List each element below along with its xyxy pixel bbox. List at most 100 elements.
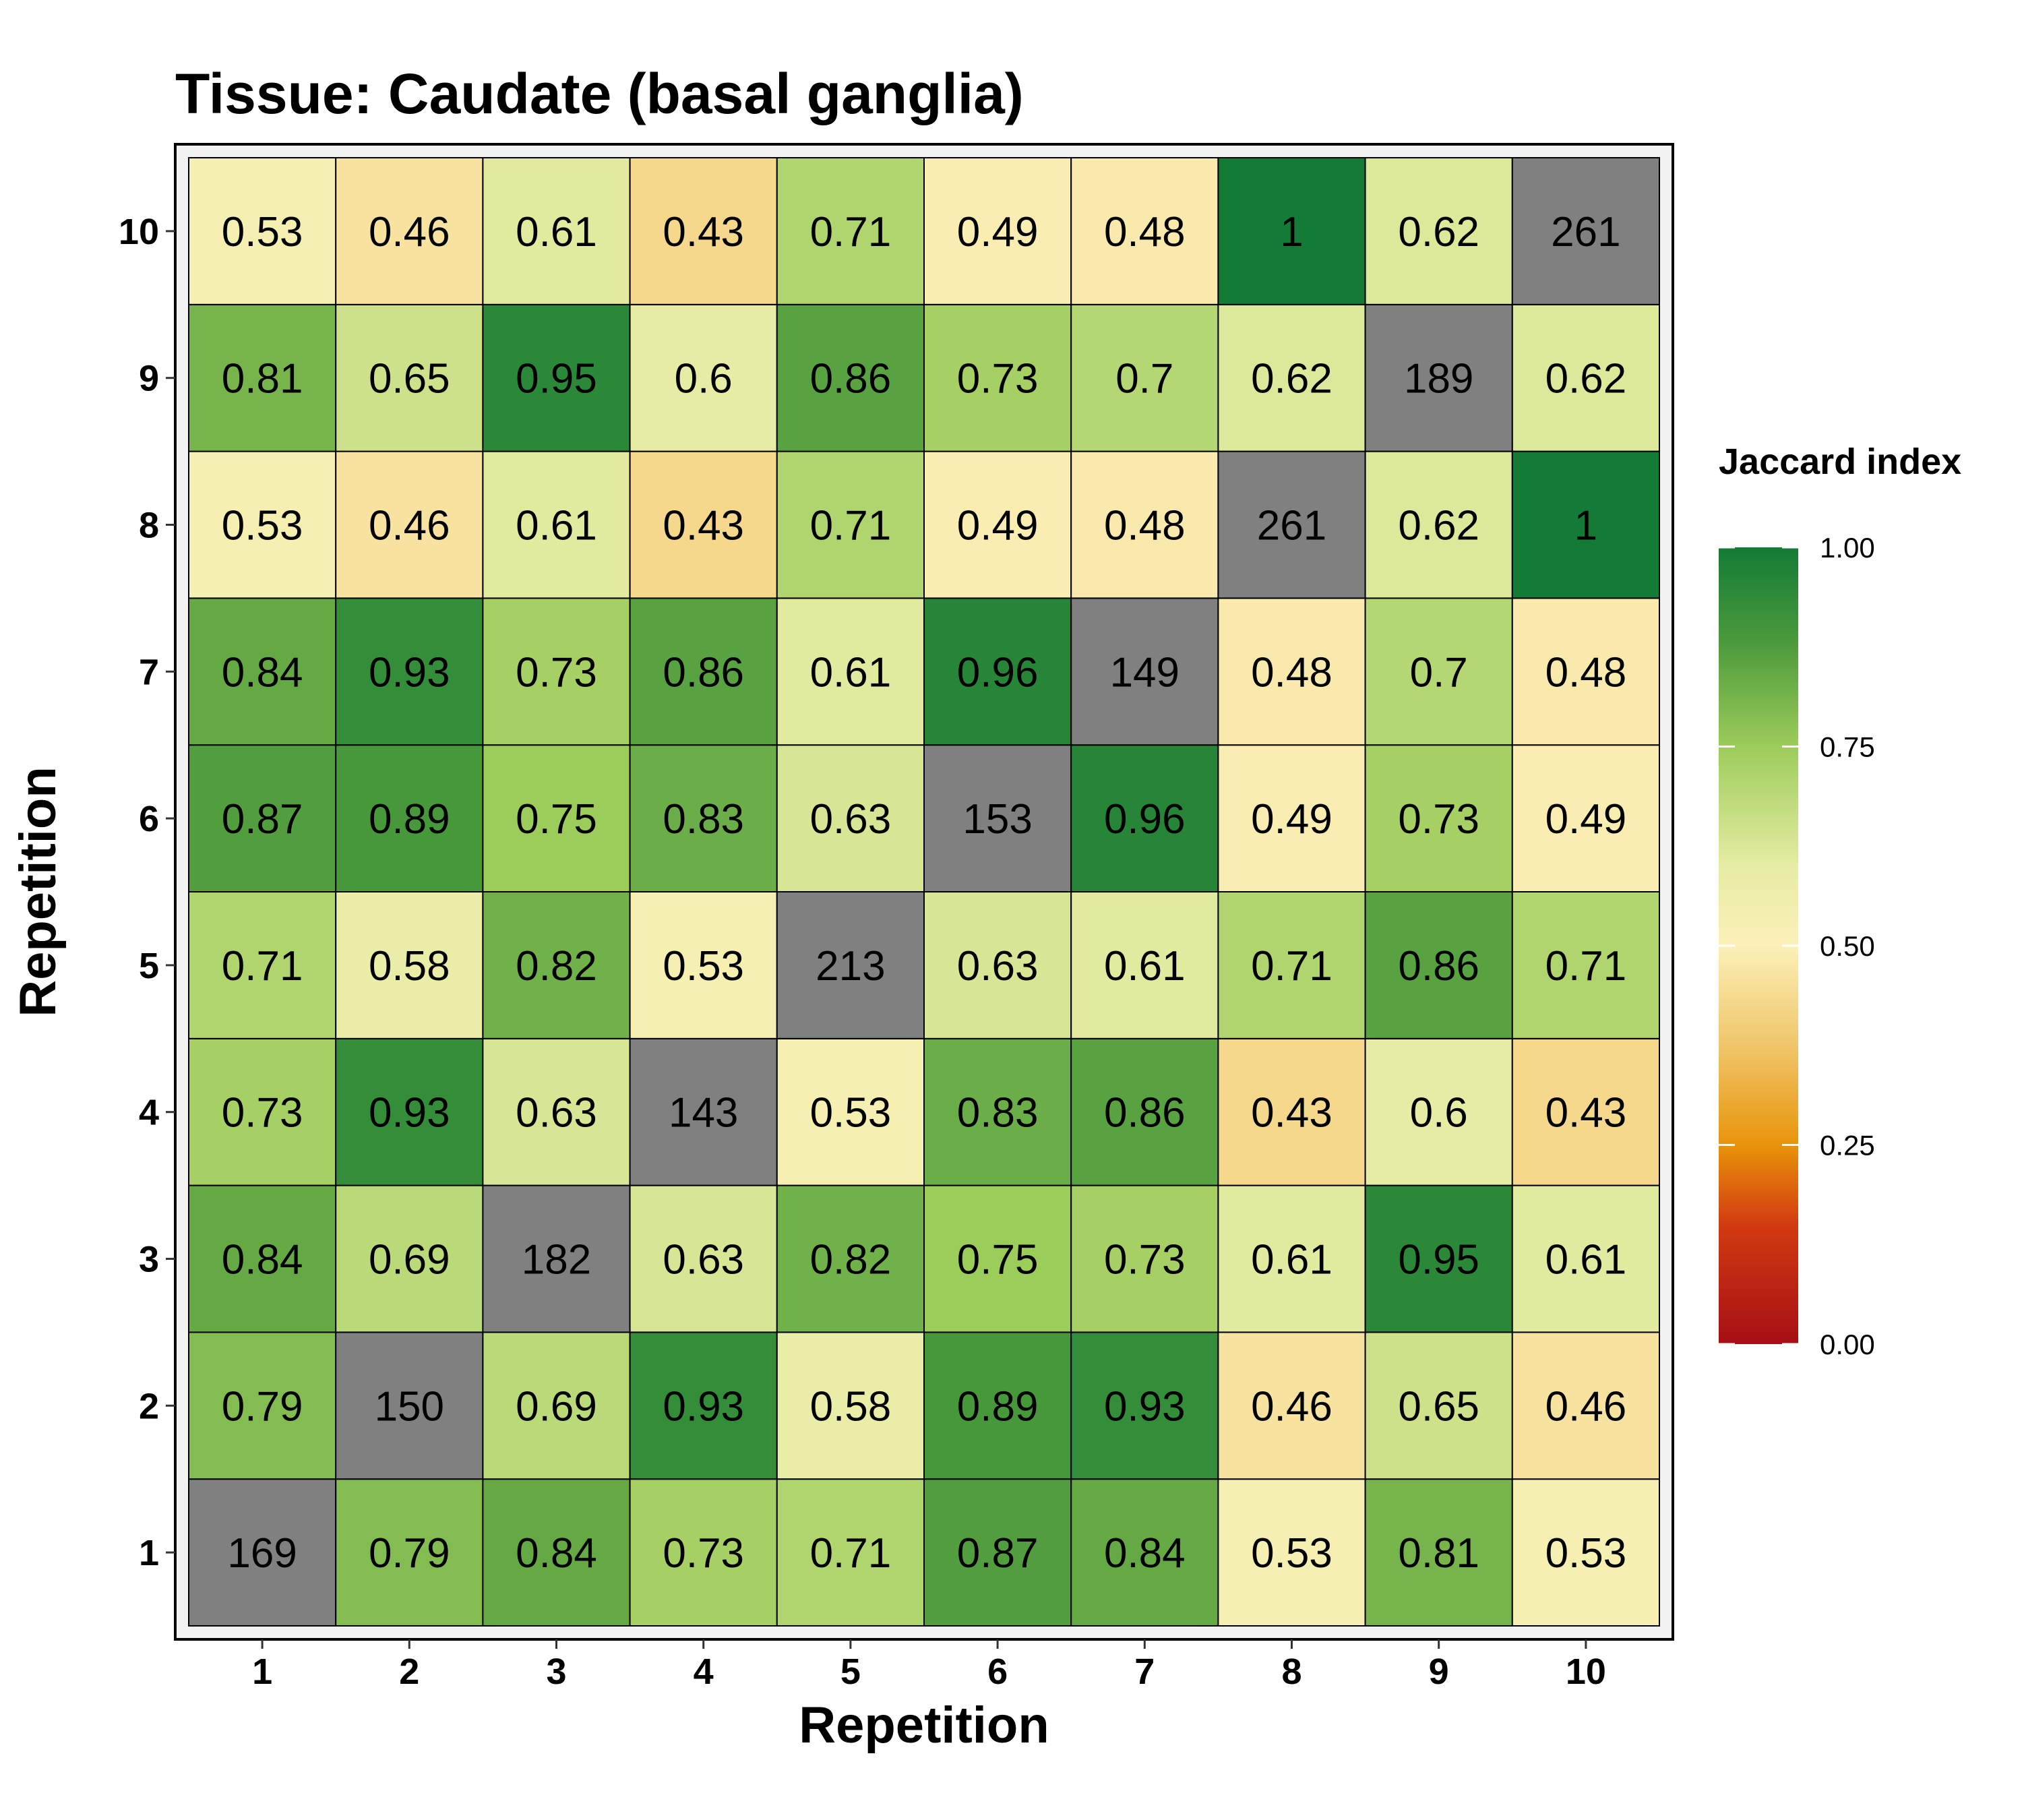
- heatmap-cell: [1070, 1037, 1219, 1186]
- cell-value-label: 0.43: [663, 209, 744, 255]
- heatmap-cell: [482, 157, 631, 305]
- y-tick-label: 10: [119, 212, 159, 252]
- cell-value-label: 0.82: [810, 1237, 892, 1283]
- heatmap-cell: [629, 1037, 778, 1186]
- legend-title: Jaccard index: [1719, 442, 1961, 482]
- heatmap-cell: [1511, 1478, 1661, 1627]
- cell-value-label: 182: [522, 1237, 591, 1283]
- cell-value-label: 0.83: [957, 1090, 1039, 1136]
- cell-value-label: 0.43: [1251, 1090, 1332, 1136]
- heatmap-cell: [1217, 891, 1366, 1039]
- heatmap-cell: [776, 450, 925, 599]
- heatmap-cell: [188, 157, 337, 305]
- cell-value-label: 261: [1551, 209, 1620, 255]
- cell-value-label: 1: [1574, 503, 1597, 549]
- cell-value-label: 0.48: [1545, 649, 1627, 696]
- heatmap-cell: [188, 1478, 337, 1627]
- heatmap-cell: [923, 157, 1072, 305]
- y-axis-title: Repetition: [9, 766, 67, 1017]
- cell-value-label: 0.49: [957, 209, 1039, 255]
- y-axis: 1 2 3 4 5 6 7 8 9 10: [119, 212, 175, 1573]
- heatmap-cell: [1511, 744, 1661, 892]
- cell-value-label: 0.75: [516, 796, 597, 843]
- cell-value-label: 0.61: [810, 649, 892, 696]
- cell-value-label: 0.73: [957, 356, 1039, 402]
- x-tick-label: 6: [987, 1651, 1008, 1692]
- cell-value-label: 0.73: [516, 649, 597, 696]
- heatmap-cell: [1511, 1037, 1661, 1186]
- heatmap-cell: [1070, 303, 1219, 452]
- cell-value-label: 0.84: [516, 1530, 597, 1577]
- cell-value-label: 0.48: [1104, 503, 1186, 549]
- cell-value-label: 0.61: [1545, 1237, 1627, 1283]
- heatmap-cell: [1217, 597, 1366, 746]
- cell-value-label: 0.62: [1398, 503, 1479, 549]
- heatmap-cell: [482, 744, 631, 892]
- cell-value-label: 0.69: [369, 1237, 450, 1283]
- x-axis-title: Repetition: [799, 1697, 1049, 1754]
- heatmap-cell: [1070, 1184, 1219, 1333]
- heatmap-cell: [629, 450, 778, 599]
- cell-value-label: 0.6: [675, 356, 733, 402]
- cell-value-label: 0.53: [810, 1090, 892, 1136]
- cell-value-label: 0.81: [222, 356, 303, 402]
- cell-value-label: 0.71: [222, 943, 303, 990]
- cell-value-label: 0.46: [1545, 1383, 1627, 1430]
- cell-value-label: 213: [816, 943, 885, 990]
- heatmap-cell: [1511, 597, 1661, 746]
- cell-value-label: 0.71: [810, 209, 892, 255]
- heatmap-cell: [1217, 303, 1366, 452]
- heatmap-cell: [1217, 744, 1366, 892]
- cell-value-label: 0.48: [1104, 209, 1186, 255]
- x-axis: 1 2 3 4 5 6 7 8 9 10: [252, 1639, 1606, 1692]
- y-tick-label: 3: [139, 1240, 159, 1280]
- heatmap-cell: [923, 891, 1072, 1039]
- cell-value-label: 149: [1110, 649, 1180, 696]
- heatmap-cell: [923, 303, 1072, 452]
- cell-value-label: 0.89: [369, 796, 450, 843]
- y-tick-label: 8: [139, 506, 159, 546]
- cell-value-label: 0.53: [1251, 1530, 1332, 1577]
- legend-tick-label: 0.25: [1820, 1130, 1875, 1161]
- cell-value-label: 0.46: [369, 209, 450, 255]
- cell-value-label: 0.49: [1545, 796, 1627, 843]
- cell-value-label: 0.93: [369, 1090, 450, 1136]
- x-tick-label: 4: [694, 1651, 714, 1692]
- x-tick-label: 5: [840, 1651, 861, 1692]
- heatmap-cell: [1217, 450, 1366, 599]
- heatmap-cell: [776, 303, 925, 452]
- y-tick-label: 2: [139, 1386, 159, 1426]
- heatmap-cell: [1364, 157, 1513, 305]
- heatmap-cell: [335, 157, 484, 305]
- cell-value-label: 1: [1280, 209, 1303, 255]
- cell-value-label: 169: [227, 1530, 297, 1577]
- cell-value-label: 0.65: [1398, 1383, 1479, 1430]
- cell-value-label: 0.95: [1398, 1237, 1479, 1283]
- heatmap-cell: [1217, 1331, 1366, 1480]
- heatmap-cell: [482, 597, 631, 746]
- heatmap-cell: [482, 1478, 631, 1627]
- cell-value-label: 0.84: [222, 1237, 303, 1283]
- x-tick-label: 2: [399, 1651, 419, 1692]
- cell-value-label: 261: [1257, 503, 1326, 549]
- heatmap-cell: [629, 744, 778, 892]
- heatmap-cell: [776, 597, 925, 746]
- cell-value-label: 0.48: [1251, 649, 1332, 696]
- legend-ticks: 0.00 0.25 0.50 0.75 1.00: [1719, 532, 1875, 1360]
- cell-value-label: 0.83: [663, 796, 744, 843]
- heatmap-cell: [482, 1037, 631, 1186]
- cell-value-label: 0.63: [516, 1090, 597, 1136]
- heatmap-cell: [1070, 744, 1219, 892]
- cell-value-label: 0.63: [663, 1237, 744, 1283]
- cell-value-label: 0.65: [369, 356, 450, 402]
- cell-value-label: 0.95: [516, 356, 597, 402]
- heatmap-cell: [629, 1331, 778, 1480]
- heatmap-cell: [335, 1331, 484, 1480]
- cell-value-label: 0.73: [222, 1090, 303, 1136]
- heatmap-cell: [1217, 1184, 1366, 1333]
- heatmap-cell: [482, 303, 631, 452]
- cell-value-label: 0.93: [663, 1383, 744, 1430]
- cell-value-label: 0.62: [1398, 209, 1479, 255]
- heatmap-cell: [629, 891, 778, 1039]
- heatmap-cell: [335, 303, 484, 452]
